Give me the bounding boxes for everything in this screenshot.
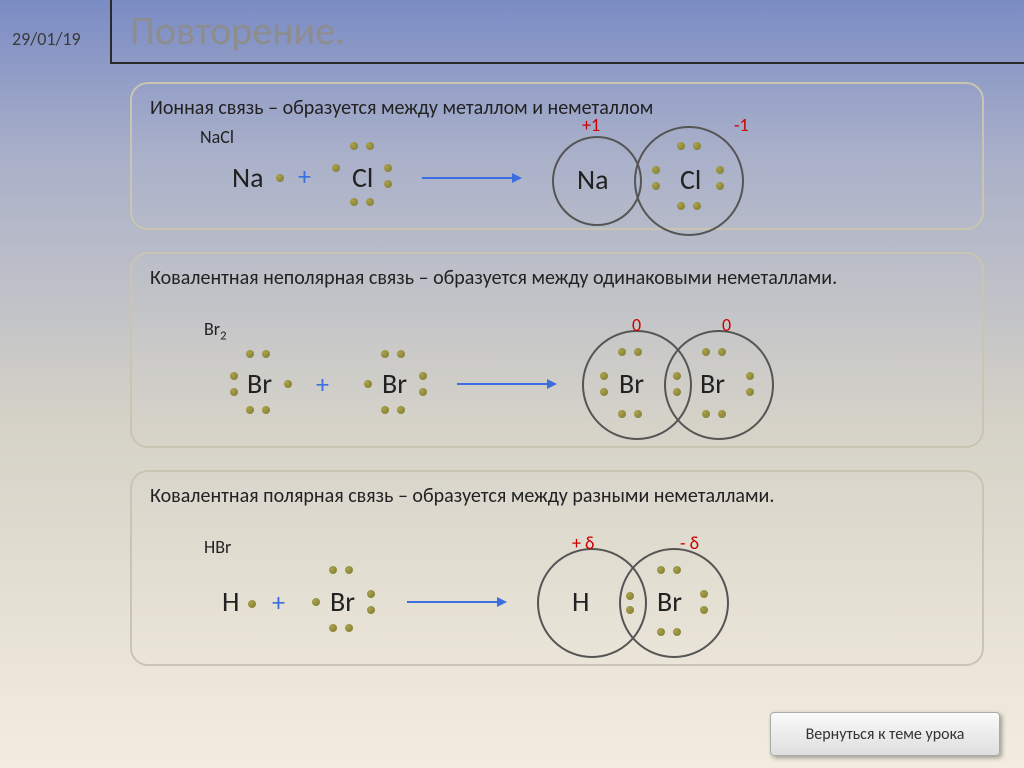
electron-dot <box>329 624 337 632</box>
electron-dot <box>397 350 405 358</box>
electron-dot <box>634 348 642 356</box>
charge-b: - δ <box>680 532 699 554</box>
electron-dot <box>312 598 320 606</box>
electron-dot <box>693 202 701 210</box>
atom-br-prod: Br <box>619 366 644 401</box>
panel-covalent-polar: Ковалентная полярная связь – образуется … <box>130 470 984 666</box>
panel3-heading: Ковалентная полярная связь – образуется … <box>150 484 964 508</box>
electron-dot <box>397 406 405 414</box>
electron-dot <box>367 606 375 614</box>
panel1-heading: Ионная связь – образуется между металлом… <box>150 96 964 120</box>
electron-dot <box>716 166 724 174</box>
page-title: Повторение. <box>130 6 345 55</box>
panel2-heading: Ковалентная неполярная связь – образуетс… <box>150 266 964 290</box>
electron-dot <box>618 348 626 356</box>
electron-dot <box>657 628 665 636</box>
divider-horizontal <box>110 62 1024 64</box>
electron-dot <box>693 142 701 150</box>
electron-dot <box>364 380 372 388</box>
atom-br-prod: Br <box>657 584 682 619</box>
atom-cl-ion: Cl <box>680 162 701 197</box>
plus-sign: + <box>316 368 329 400</box>
plus-sign: + <box>298 160 311 192</box>
electron-dot <box>746 372 754 380</box>
atom-na-ion: Na <box>577 162 609 197</box>
electron-dot <box>618 410 626 418</box>
electron-dot <box>702 410 710 418</box>
electron-dot <box>381 350 389 358</box>
charge-b: 0 <box>722 314 731 336</box>
electron-dot <box>248 600 256 608</box>
electron-dot <box>367 590 375 598</box>
atom-h-prod: H <box>572 584 589 619</box>
electron-dot <box>262 406 270 414</box>
electron-dot <box>246 406 254 414</box>
panel1-formula: NaCl <box>200 126 234 148</box>
electron-dot <box>677 142 685 150</box>
electron-dot <box>350 198 358 206</box>
electron-dot <box>673 388 681 396</box>
electron-dot <box>350 142 358 150</box>
electron-dot <box>718 410 726 418</box>
electron-dot <box>600 372 608 380</box>
atom-br: Br <box>330 584 355 619</box>
atom-br: Br <box>247 366 272 401</box>
electron-dot <box>657 566 665 574</box>
electron-dot <box>652 182 660 190</box>
charge-a: 0 <box>632 314 641 336</box>
panel2-formula: Br2 <box>204 318 226 344</box>
electron-dot <box>345 566 353 574</box>
atom-na: Na <box>232 160 264 195</box>
electron-dot <box>329 566 337 574</box>
atom-br: Br <box>382 366 407 401</box>
panel-covalent-nonpolar: Ковалентная неполярная связь – образуетс… <box>130 252 984 448</box>
arrow-icon <box>422 168 522 188</box>
atom-h: H <box>222 584 239 619</box>
electron-dot <box>626 606 634 614</box>
electron-dot <box>381 406 389 414</box>
electron-dot <box>702 348 710 356</box>
charge-a: + δ <box>572 532 594 554</box>
electron-dot <box>230 388 238 396</box>
electron-dot <box>700 606 708 614</box>
electron-dot <box>677 202 685 210</box>
electron-dot <box>332 164 340 172</box>
arrow-icon <box>407 592 507 612</box>
electron-dot <box>716 182 724 190</box>
electron-dot <box>718 348 726 356</box>
panel3-formula: HBr <box>204 536 231 558</box>
plus-sign: + <box>272 586 285 618</box>
electron-dot <box>419 372 427 380</box>
panel-ionic: Ионная связь – образуется между металлом… <box>130 82 984 230</box>
charge-b: -1 <box>734 114 749 136</box>
electron-dot <box>634 410 642 418</box>
atom-br-prod: Br <box>700 366 725 401</box>
electron-dot <box>746 388 754 396</box>
electron-dot <box>626 592 634 600</box>
electron-dot <box>652 166 660 174</box>
electron-dot <box>384 164 392 172</box>
divider-vertical <box>110 0 112 62</box>
date-label: 29/01/19 <box>12 28 81 50</box>
electron-dot <box>600 388 608 396</box>
electron-dot <box>345 624 353 632</box>
charge-a: +1 <box>582 114 600 136</box>
arrow-icon <box>457 374 557 394</box>
electron-dot <box>673 628 681 636</box>
electron-dot <box>700 590 708 598</box>
electron-dot <box>262 350 270 358</box>
back-to-lesson-button[interactable]: Вернуться к теме урока <box>770 712 1000 756</box>
electron-dot <box>384 180 392 188</box>
electron-dot <box>230 372 238 380</box>
electron-dot <box>246 350 254 358</box>
electron-dot <box>673 566 681 574</box>
electron-dot <box>366 142 374 150</box>
electron-dot <box>366 198 374 206</box>
electron-dot <box>419 388 427 396</box>
electron-dot <box>284 380 292 388</box>
electron-dot <box>673 372 681 380</box>
atom-cl: Cl <box>352 160 373 195</box>
electron-dot <box>276 174 284 182</box>
